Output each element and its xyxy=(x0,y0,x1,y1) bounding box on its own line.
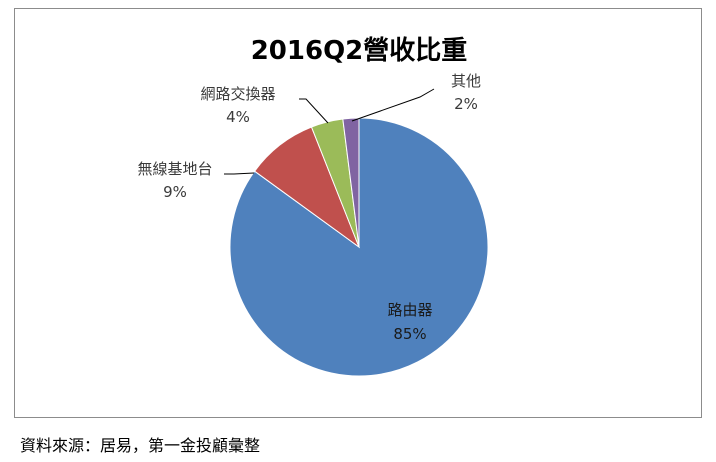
slice-label-name-2: 網路交換器 xyxy=(200,85,275,103)
slice-label-name-0: 路由器 xyxy=(387,301,432,319)
pie-slices xyxy=(229,117,489,377)
leader-lines xyxy=(224,88,435,175)
pie-slice-3 xyxy=(342,117,360,248)
chart-title: 2016Q2營收比重 xyxy=(251,36,468,66)
chart-frame: 2016Q2營收比重 路由器 85% 無線基地台 9% 網路交換器 4% 其他 2% xyxy=(14,8,702,418)
slice-label-name-3: 其他 xyxy=(451,72,481,90)
leader-line-1 xyxy=(224,172,255,175)
slice-label-value-1: 9% xyxy=(163,183,187,201)
slice-label-value-0: 85% xyxy=(393,325,426,343)
leader-line-3 xyxy=(351,88,435,122)
slice-label-value-2: 4% xyxy=(226,108,250,126)
pie-chart: 2016Q2營收比重 路由器 85% 無線基地台 9% 網路交換器 4% 其他 2% xyxy=(137,36,489,377)
slice-labels: 路由器 85% 無線基地台 9% 網路交換器 4% 其他 2% xyxy=(137,72,481,343)
slice-label-name-1: 無線基地台 xyxy=(137,160,212,178)
source-note: 資料來源：居易，第一金投顧彙整 xyxy=(20,436,261,455)
leader-line-2 xyxy=(299,98,329,124)
slice-label-value-3: 2% xyxy=(454,95,478,113)
